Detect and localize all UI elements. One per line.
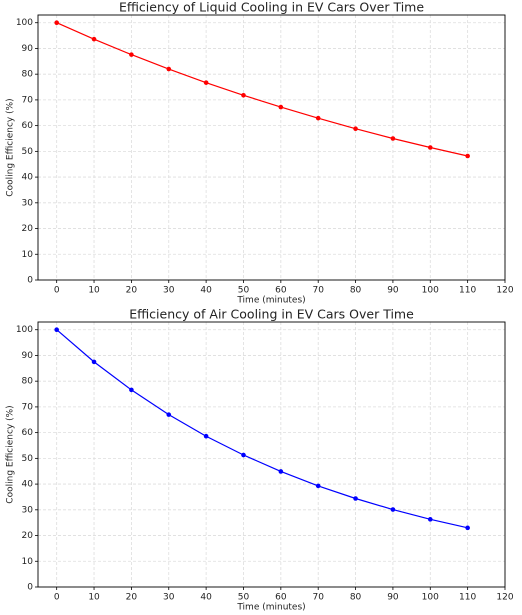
y-tick-label: 70 [22,95,34,105]
data-point [353,496,358,501]
x-tick-label: 40 [200,286,212,296]
y-axis-label: Cooling Efficiency (%) [6,405,16,503]
x-tick-label: 20 [126,286,138,296]
data-point [91,36,97,42]
data-point [465,153,470,159]
plot-frame [37,14,506,281]
plot-frame [37,321,506,588]
data-point [241,452,246,458]
x-tick-label: 100 [422,593,439,603]
data-point [427,145,433,150]
data-point [54,327,59,333]
chart-title: Efficiency of Liquid Cooling in EV Cars … [119,0,424,15]
y-tick-label: 30 [22,198,34,208]
y-tick-label: 90 [22,351,34,361]
x-tick-label: 60 [275,593,287,603]
data-point [203,80,209,85]
data-point [129,52,134,57]
y-tick-label: 100 [16,18,33,28]
x-tick-label: 10 [88,286,100,296]
data-point [91,359,97,365]
y-tick-label: 40 [22,173,34,183]
x-axis-label: Time (minutes) [236,603,305,613]
y-tick-label: 80 [22,377,34,387]
x-tick-label: 90 [387,286,399,296]
x-tick-label: 40 [200,593,212,603]
data-point [390,136,396,141]
x-tick-label: 100 [422,286,439,296]
x-tick-label: 110 [459,286,476,296]
data-point [427,517,433,522]
x-tick-label: 70 [312,286,324,296]
y-tick-label: 60 [22,121,34,131]
x-tick-label: 30 [163,286,175,296]
x-tick-label: 110 [459,593,476,603]
data-point [278,469,284,474]
data-line [56,329,468,529]
y-tick-label: 60 [22,428,34,438]
y-axis-label: Cooling Efficiency (%) [6,98,16,196]
data-point [54,20,59,26]
x-tick-label: 50 [238,286,250,296]
data-point [166,412,172,417]
x-tick-label: 90 [387,593,399,603]
x-tick-label: 80 [350,593,362,603]
y-tick-label: 0 [27,583,33,593]
x-tick-label: 70 [312,593,324,603]
x-tick-label: 80 [350,286,362,296]
data-point [203,433,209,439]
data-point [129,387,134,393]
data-point [278,104,284,110]
y-tick-label: 0 [27,276,33,286]
x-tick-label: 120 [496,593,513,603]
y-tick-label: 10 [22,250,34,260]
x-tick-label: 60 [275,286,287,296]
y-tick-label: 70 [22,402,34,412]
y-tick-label: 10 [22,557,34,567]
y-tick-label: 30 [22,505,34,515]
y-tick-label: 20 [22,224,34,234]
y-tick-label: 20 [22,531,34,541]
x-tick-label: 20 [126,593,138,603]
data-line [56,22,468,157]
x-tick-label: 0 [54,286,60,296]
y-tick-label: 50 [22,454,34,464]
x-tick-label: 0 [54,593,60,603]
y-tick-label: 50 [22,147,34,157]
x-axis-label: Time (minutes) [236,296,305,306]
y-tick-label: 90 [22,44,34,54]
chart-title: Efficiency of Air Cooling in EV Cars Ove… [129,307,414,322]
x-tick-label: 50 [238,593,250,603]
y-tick-label: 100 [16,325,33,335]
data-point [241,92,246,98]
x-tick-label: 120 [496,286,513,296]
x-tick-label: 30 [163,593,175,603]
data-point [166,66,172,72]
data-point [315,115,321,121]
data-point [315,483,321,489]
y-tick-label: 40 [22,480,34,490]
data-point [353,126,358,132]
y-tick-label: 80 [22,70,34,80]
data-point [390,507,396,512]
data-point [465,525,470,531]
x-tick-label: 10 [88,593,100,603]
